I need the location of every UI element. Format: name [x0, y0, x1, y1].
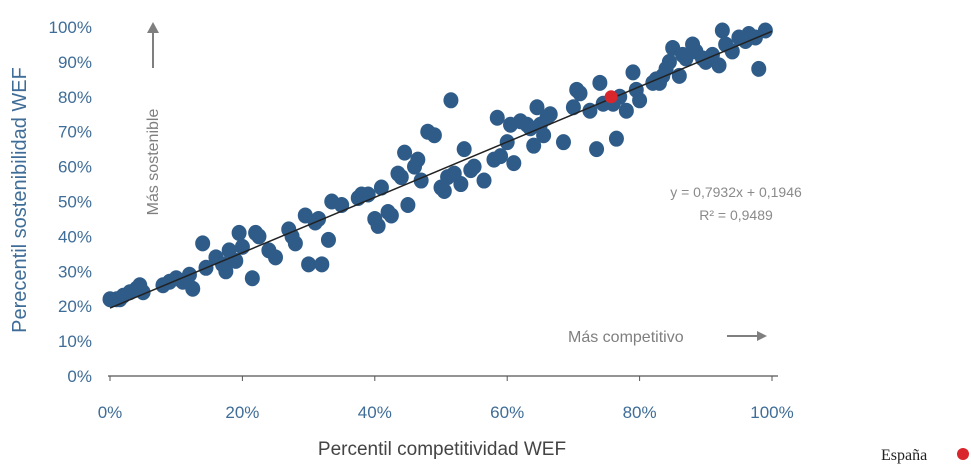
data-point	[456, 141, 472, 158]
more-sustainable-label: Más sostenible	[145, 109, 162, 216]
up-arrow-icon	[147, 22, 159, 68]
x-tick-label: 20%	[225, 403, 259, 422]
data-point	[383, 207, 399, 224]
regression-equation: y = 0,7932x + 0,1946	[670, 184, 802, 200]
data-point	[489, 109, 505, 126]
data-point	[582, 102, 598, 119]
y-axis-title: Perecentil sostenibilidad WEF	[9, 67, 31, 333]
x-tick-label: 60%	[490, 403, 524, 422]
x-axis-ticks: 0% 20% 40% 60% 80% 100%	[98, 403, 794, 422]
x-axis-title: Percentil competitividad WEF	[318, 439, 566, 460]
y-tick-label: 0%	[67, 367, 92, 386]
data-point	[751, 60, 767, 77]
data-point	[536, 127, 552, 144]
data-point	[466, 158, 482, 175]
data-point	[410, 151, 426, 168]
y-tick-label: 40%	[58, 227, 92, 246]
data-point	[711, 57, 727, 74]
data-point	[370, 217, 386, 234]
data-point	[400, 196, 416, 213]
x-axis-tickmarks	[109, 376, 773, 381]
y-tick-label: 20%	[58, 297, 92, 316]
data-point	[373, 179, 389, 196]
data-point	[608, 130, 624, 147]
y-tick-label: 100%	[49, 18, 92, 37]
legend-marker-spain	[957, 448, 969, 460]
data-point	[542, 106, 558, 123]
r-squared-label: R² = 0,9489	[699, 207, 773, 223]
data-point	[287, 235, 303, 252]
y-tick-label: 70%	[58, 123, 92, 142]
legend-label-spain: España	[881, 447, 927, 464]
y-tick-label: 60%	[58, 158, 92, 177]
data-point	[268, 249, 283, 266]
data-point	[661, 53, 677, 70]
data-point	[565, 99, 581, 116]
data-point	[589, 141, 605, 158]
trend-line	[109, 30, 773, 309]
data-point	[632, 92, 648, 109]
data-point	[724, 43, 740, 60]
y-tick-label: 30%	[58, 262, 92, 281]
data-point	[314, 256, 330, 273]
data-point	[443, 92, 459, 109]
data-point	[436, 183, 452, 200]
data-point	[251, 228, 267, 245]
data-point	[195, 235, 211, 252]
more-competitive-label: Más competitivo	[568, 329, 684, 346]
data-point	[453, 176, 469, 193]
y-tick-label: 50%	[58, 193, 92, 212]
data-point	[231, 224, 247, 241]
data-point	[757, 22, 773, 39]
data-point	[555, 134, 571, 151]
data-point	[526, 137, 542, 154]
x-tick-label: 40%	[358, 403, 392, 422]
data-point	[185, 280, 201, 297]
data-point	[320, 231, 336, 248]
data-points	[102, 22, 773, 308]
data-point	[714, 22, 730, 39]
data-point	[244, 270, 260, 287]
x-tick-label: 80%	[623, 403, 657, 422]
data-point	[397, 144, 413, 161]
data-point	[625, 64, 641, 81]
data-point	[426, 127, 442, 144]
data-point	[506, 155, 522, 172]
data-point	[393, 169, 409, 186]
data-point	[592, 74, 608, 91]
data-point	[493, 148, 509, 165]
x-tick-label: 100%	[750, 403, 793, 422]
data-point	[218, 263, 234, 280]
data-point	[618, 102, 634, 119]
y-tick-label: 90%	[58, 53, 92, 72]
data-point	[529, 99, 545, 116]
y-axis-ticks: 0% 10% 20% 30% 40% 50% 60% 70% 80% 90% 100%	[49, 18, 92, 386]
data-point	[572, 85, 588, 102]
x-tick-label: 0%	[98, 403, 123, 422]
y-tick-label: 80%	[58, 88, 92, 107]
y-tick-label: 10%	[58, 332, 92, 351]
right-arrow-icon	[727, 331, 767, 341]
data-point	[476, 172, 492, 189]
spain-highlight-point	[604, 90, 618, 104]
data-point	[301, 256, 317, 273]
